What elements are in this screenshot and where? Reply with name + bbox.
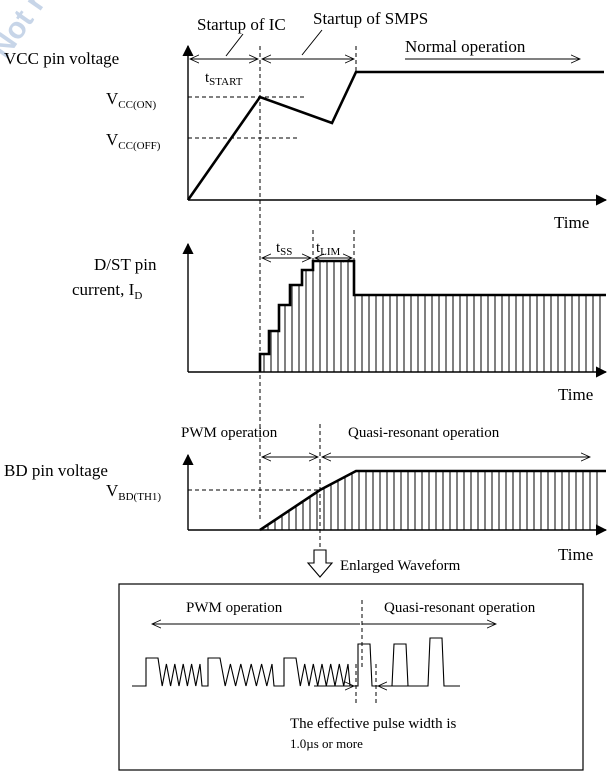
startup-smps-leader bbox=[301, 29, 323, 56]
dst-ylabel-line2: current, ID bbox=[72, 280, 142, 302]
vcc-off-label: VCC(OFF) bbox=[106, 130, 161, 152]
enlarged-waveform bbox=[132, 637, 460, 687]
vcc-waveform bbox=[186, 70, 604, 201]
bd-xlabel: Time bbox=[558, 545, 593, 564]
t-start-label: tSTART bbox=[205, 70, 243, 88]
dst-panel: D/ST pin current, ID Time tSS tLIM bbox=[72, 230, 608, 404]
vcc-xlabel: Time bbox=[554, 213, 589, 232]
dst-envelope bbox=[258, 259, 606, 372]
t-ss-label: tSS bbox=[276, 240, 292, 258]
startup-ic-leader bbox=[225, 33, 244, 57]
enlarged-pwm-label: PWM operation bbox=[186, 600, 283, 616]
dst-ylabel-line1: D/ST pin bbox=[94, 255, 157, 274]
startup-ic-label: Startup of IC bbox=[197, 15, 286, 34]
vbd-th1-label: VBD(TH1) bbox=[106, 481, 161, 503]
qr-operation-label: Quasi-resonant operation bbox=[348, 425, 500, 441]
enlarged-qr-label: Quasi-resonant operation bbox=[384, 600, 536, 616]
bd-panel: BD pin voltage Time PWM operation Quasi-… bbox=[4, 424, 608, 578]
pwm-operation-label: PWM operation bbox=[181, 425, 278, 441]
pulse-width-note-line2: 1.0µs or more bbox=[290, 736, 363, 751]
vcc-on-label: VCC(ON) bbox=[106, 89, 157, 111]
vcc-ylabel: VCC pin voltage bbox=[4, 49, 119, 68]
normal-operation-label: Normal operation bbox=[405, 37, 526, 56]
pulse-width-note-line1: The effective pulse width is bbox=[290, 716, 457, 732]
enlarged-box bbox=[118, 583, 584, 771]
enlarged-waveform-label: Enlarged Waveform bbox=[340, 558, 461, 574]
bd-pulse-hatching bbox=[267, 471, 598, 530]
dst-pulse-hatching bbox=[263, 261, 601, 372]
dst-xlabel: Time bbox=[558, 385, 593, 404]
bd-envelope bbox=[259, 469, 606, 532]
enlarge-arrow-icon bbox=[306, 549, 334, 578]
enlarged-panel: PWM operation Quasi-resonant operation T… bbox=[118, 583, 584, 771]
vcc-panel: VCC pin voltage Time Startup of IC Start… bbox=[4, 9, 608, 520]
bd-ylabel: BD pin voltage bbox=[4, 461, 108, 480]
t-lim-label: tLIM bbox=[316, 240, 341, 258]
startup-smps-label: Startup of SMPS bbox=[313, 9, 428, 28]
